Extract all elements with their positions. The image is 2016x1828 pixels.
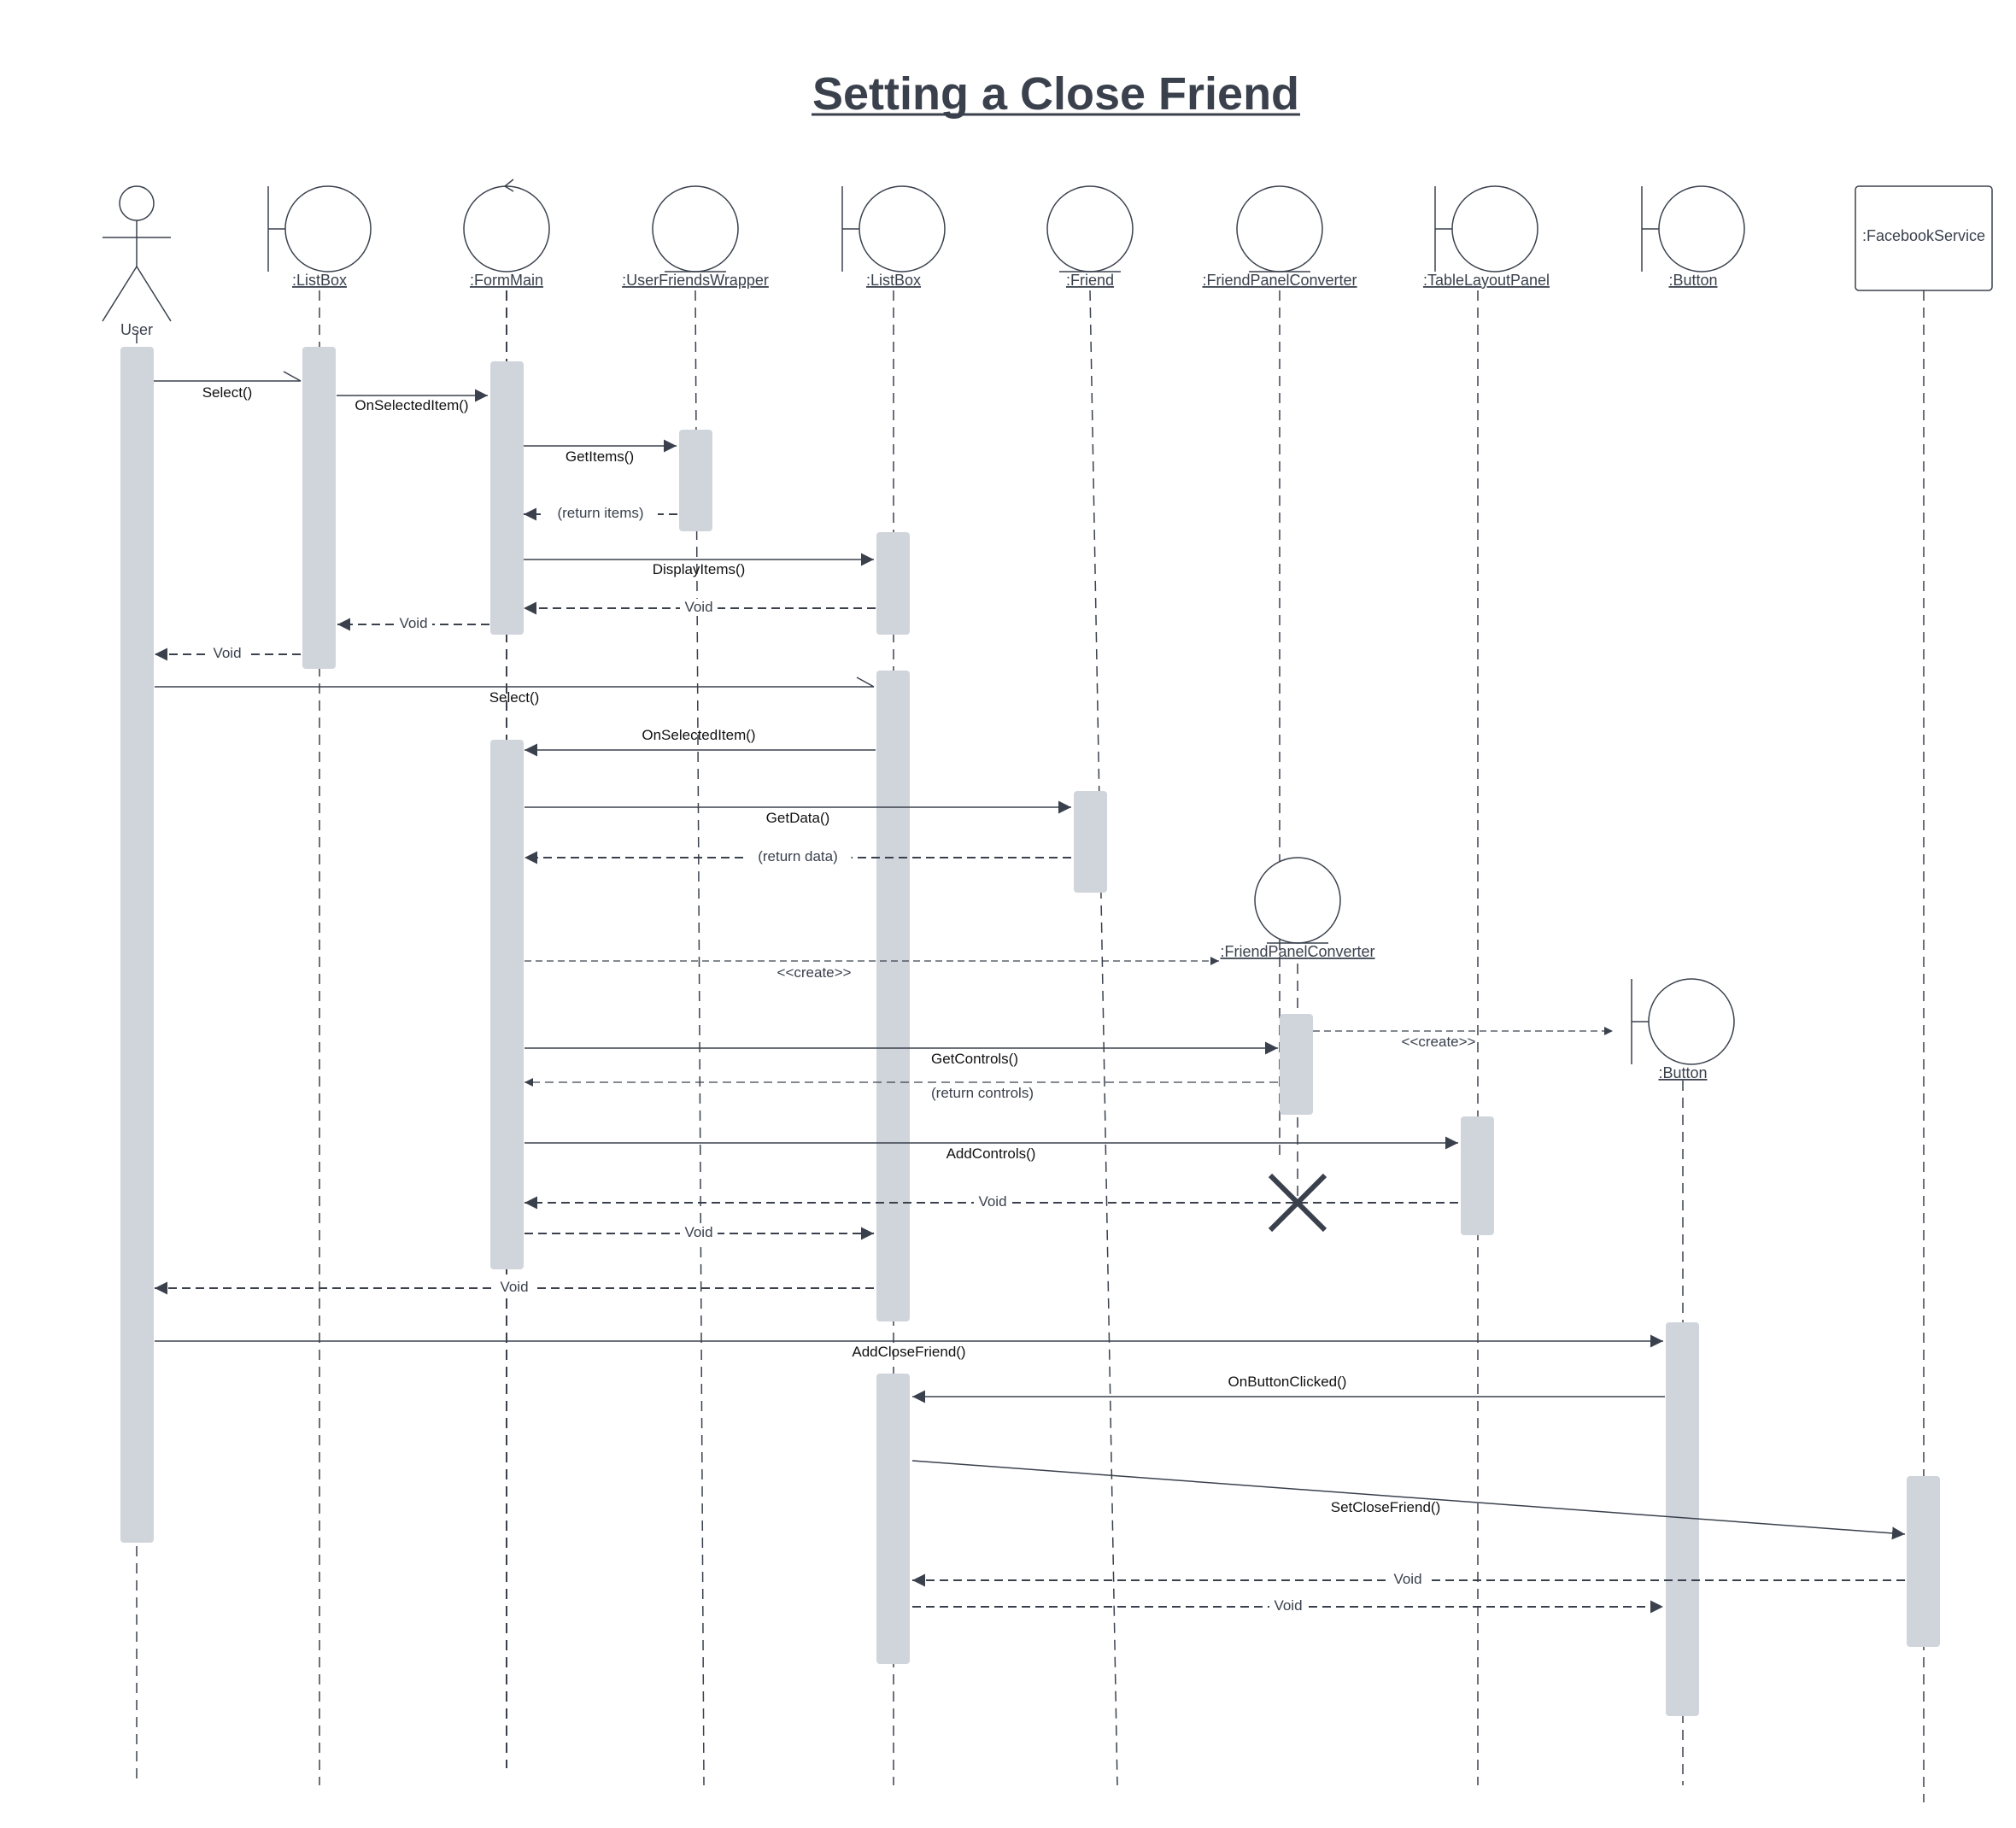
control-icon-formmain [463,185,550,272]
participant-label-button2: :Button [1658,1064,1707,1081]
lifelines [136,290,1925,1802]
activation-bar-facebook [1907,1476,1940,1647]
message-label-5: DisplayItems() [653,561,746,577]
message-label-21: AddCloseFriend() [852,1344,965,1360]
message-label-bg-20 [495,1279,533,1296]
message-label-2: OnSelectedItem() [355,397,468,413]
message-label-bg-19 [680,1224,718,1241]
participant-label-button: :Button [1668,272,1717,289]
message-label-13: <<create>> [777,964,852,981]
message-label-bg-7 [395,615,432,632]
activation-bar-wrapper [679,430,712,531]
destroy-icon-stroke [1268,1173,1327,1233]
message-label-6: Void [684,599,712,615]
participant-label-listbox1: :ListBox [292,272,347,289]
participant-label-wrapper: :UserFriendsWrapper [622,272,769,289]
message-label-bg-8 [208,645,246,662]
boundary-icon-listbox1 [284,185,372,272]
participant-label-facebook: :FacebookService [1862,227,1985,244]
message-label-bg-24 [1389,1571,1427,1588]
activation-bar-listbox2 [876,532,910,635]
messages: Select() OnSelectedItem() GetItems() (retur… [154,371,1906,1614]
participant-label-listbox2: :ListBox [866,272,921,289]
message-arrowhead-9 [856,677,875,688]
participant-label-friend: :Friend [1066,272,1114,289]
message-label-16: (return controls) [931,1085,1034,1101]
boundary-icon-button2 [1648,978,1735,1065]
message-label-19: Void [684,1224,712,1240]
activation-bar-converter2 [1280,1014,1313,1115]
lifeline-wrapper [694,290,705,1786]
message-label-25: Void [1274,1597,1302,1614]
actor-icon [119,185,155,221]
message-label-7: Void [399,615,427,631]
activation-bar-listbox1 [302,347,336,669]
activation-bar-listbox2 [876,671,910,1321]
message-label-18: Void [978,1193,1006,1210]
message-label-22: OnButtonClicked() [1228,1374,1347,1390]
activation-bar-user [120,347,154,1543]
message-label-bg-4 [543,505,658,522]
message-label-bg-16 [913,1085,1052,1102]
boundary-icon-listbox2 [859,185,946,272]
entity-icon-converter2 [1254,857,1341,944]
actor-leg-left [102,266,138,322]
message-label-15: GetControls() [931,1051,1018,1067]
message-label-17: AddControls() [946,1145,1036,1162]
boundary-icon-button [1658,185,1745,272]
actor-leg-right [136,266,172,322]
activation-bar-tablelayout [1461,1116,1494,1235]
control-arrow-formmain [503,179,514,192]
message-label-bg-25 [1269,1597,1307,1614]
entity-icon-wrapper [652,185,739,272]
message-label-12: (return data) [758,848,838,864]
message-label-24: Void [1393,1571,1421,1587]
activation-bar-formmain [490,740,524,1269]
message-label-20: Void [500,1279,528,1295]
lifeline-friend [1089,290,1118,1786]
participant-label-tablelayout: :TableLayoutPanel [1423,272,1550,289]
message-label-3: GetItems() [566,448,634,465]
activation-bar-listbox2 [876,1374,910,1664]
message-arrow-23 [911,1460,1906,1540]
entity-icon-friend [1046,185,1134,272]
message-label-1: Select() [202,384,253,401]
boundary-icon-tablelayout [1451,185,1538,272]
message-label-bg-6 [680,599,718,616]
message-label-23: SetCloseFriend() [1331,1499,1441,1515]
message-label-10: OnSelectedItem() [642,727,755,743]
activation-bar-friend [1074,791,1107,893]
message-label-4: (return items) [557,505,643,521]
message-label-bg-12 [744,848,852,865]
activation-bar-button2 [1666,1322,1699,1716]
message-label-9: Select() [489,689,540,706]
participant-box-facebook [1855,185,1993,291]
participant-label-formmain: :FormMain [470,272,543,289]
message-label-11: GetData() [766,810,830,826]
message-label-14: <<create>> [1402,1034,1476,1050]
message-label-bg-18 [974,1193,1011,1210]
participant-label-converter2: :FriendPanelConverter [1220,943,1374,960]
message-arrowhead-1 [283,371,302,382]
diagram-title: Setting a Close Friend [812,68,1299,120]
participants: User :ListBox :FormMain :UserFriendsWrapper… [102,179,1993,1081]
activations [120,347,1940,1716]
message-label-8: Void [213,645,241,661]
entity-icon-converter [1236,185,1323,272]
activation-bar-formmain [490,361,524,635]
participant-label-user: User [120,321,153,338]
participant-label-converter: :FriendPanelConverter [1202,272,1357,289]
